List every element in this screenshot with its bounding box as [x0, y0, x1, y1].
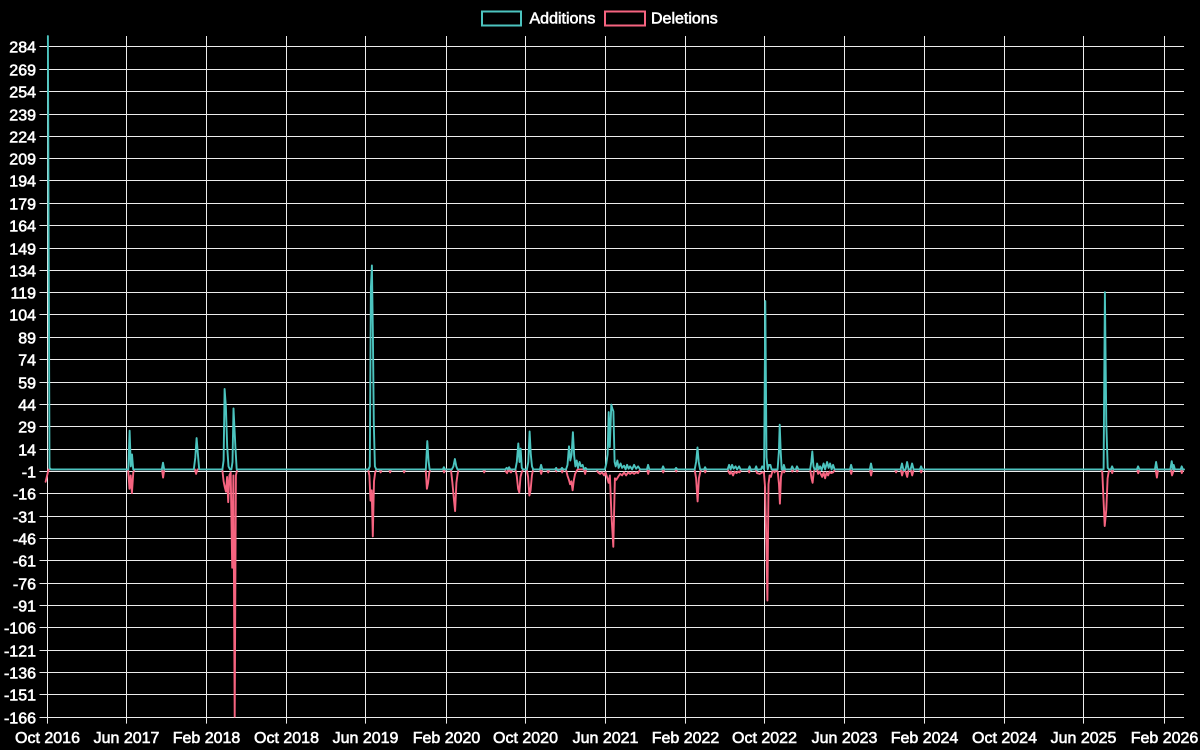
svg-text:239: 239: [9, 108, 36, 125]
svg-text:-46: -46: [13, 532, 36, 549]
svg-text:Jun 2017: Jun 2017: [94, 730, 160, 747]
svg-text:59: 59: [18, 376, 36, 393]
svg-text:-16: -16: [13, 487, 36, 504]
svg-text:149: 149: [9, 242, 36, 259]
svg-text:164: 164: [9, 219, 36, 236]
svg-text:74: 74: [18, 353, 36, 370]
svg-text:Feb 2018: Feb 2018: [173, 730, 241, 747]
svg-text:134: 134: [9, 264, 36, 281]
svg-text:Feb 2020: Feb 2020: [413, 730, 481, 747]
svg-text:-91: -91: [13, 599, 36, 616]
svg-text:224: 224: [9, 130, 36, 147]
svg-text:-31: -31: [13, 510, 36, 527]
svg-text:-61: -61: [13, 554, 36, 571]
svg-text:-1: -1: [22, 465, 36, 482]
svg-text:29: 29: [18, 420, 36, 437]
svg-text:89: 89: [18, 331, 36, 348]
svg-text:104: 104: [9, 308, 36, 325]
svg-text:209: 209: [9, 152, 36, 169]
svg-text:Jun 2025: Jun 2025: [1051, 730, 1117, 747]
svg-text:-106: -106: [4, 621, 36, 638]
svg-text:Feb 2024: Feb 2024: [891, 730, 959, 747]
svg-text:-136: -136: [4, 666, 36, 683]
svg-text:Jun 2019: Jun 2019: [333, 730, 399, 747]
svg-text:194: 194: [9, 174, 36, 191]
svg-text:-151: -151: [4, 688, 36, 705]
svg-text:Oct 2020: Oct 2020: [493, 730, 558, 747]
svg-text:Oct 2018: Oct 2018: [254, 730, 319, 747]
svg-text:-76: -76: [13, 577, 36, 594]
svg-text:Feb 2022: Feb 2022: [652, 730, 720, 747]
svg-text:Oct 2016: Oct 2016: [15, 730, 80, 747]
svg-text:Additions: Additions: [530, 10, 596, 27]
svg-text:-166: -166: [4, 711, 36, 728]
svg-text:44: 44: [18, 398, 36, 415]
svg-text:119: 119: [10, 286, 36, 303]
svg-text:269: 269: [9, 63, 36, 80]
svg-text:Deletions: Deletions: [651, 10, 718, 27]
svg-text:Jun 2021: Jun 2021: [573, 730, 639, 747]
svg-text:Jun 2023: Jun 2023: [812, 730, 878, 747]
svg-text:Oct 2022: Oct 2022: [732, 730, 797, 747]
svg-text:179: 179: [9, 197, 36, 214]
svg-text:-121: -121: [4, 644, 36, 661]
svg-text:Oct 2024: Oct 2024: [972, 730, 1037, 747]
svg-text:14: 14: [18, 443, 36, 460]
svg-text:Feb 2026: Feb 2026: [1131, 730, 1199, 747]
svg-text:284: 284: [9, 40, 36, 57]
svg-text:254: 254: [9, 85, 36, 102]
